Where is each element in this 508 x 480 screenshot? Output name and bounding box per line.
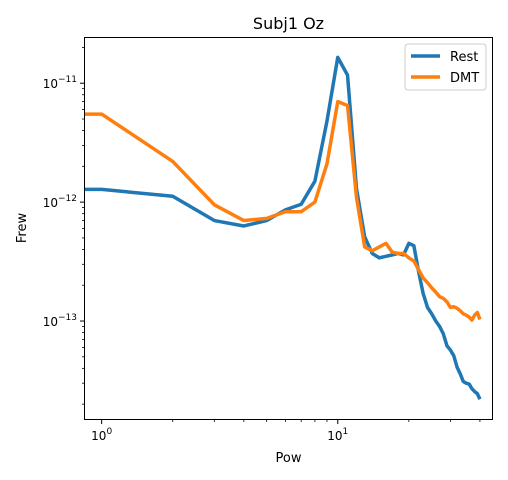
tick-exponent: −12: [58, 194, 77, 204]
x-axis-label: Pow: [276, 451, 302, 466]
y-tick-label: 10−12: [43, 194, 77, 210]
tick-exponent: 0: [106, 427, 112, 437]
tick-base: 10: [43, 315, 58, 329]
tick-exponent: −11: [58, 75, 77, 85]
tick-base: 10: [327, 429, 342, 443]
legend-label-rest: Rest: [450, 50, 478, 65]
legend: Rest DMT: [404, 43, 487, 91]
x-tick-label: 101: [327, 427, 348, 443]
legend-label-dmt: DMT: [450, 71, 479, 86]
series-line-rest: [85, 55, 482, 400]
tick-exponent: −13: [58, 313, 77, 323]
tick-exponent: 1: [343, 427, 349, 437]
chart-title: Subj1 Oz: [253, 14, 324, 33]
y-axis-label: Frew: [15, 213, 30, 244]
x-tick-label: 100: [91, 427, 112, 443]
tick-base: 10: [43, 196, 58, 210]
plot-frame: [84, 37, 493, 420]
y-tick-label: 10−13: [43, 313, 77, 329]
series-line-dmt: [85, 99, 482, 322]
series-layer: [85, 55, 482, 400]
tick-base: 10: [43, 77, 58, 91]
tick-base: 10: [91, 429, 106, 443]
y-tick-label: 10−11: [43, 75, 77, 91]
